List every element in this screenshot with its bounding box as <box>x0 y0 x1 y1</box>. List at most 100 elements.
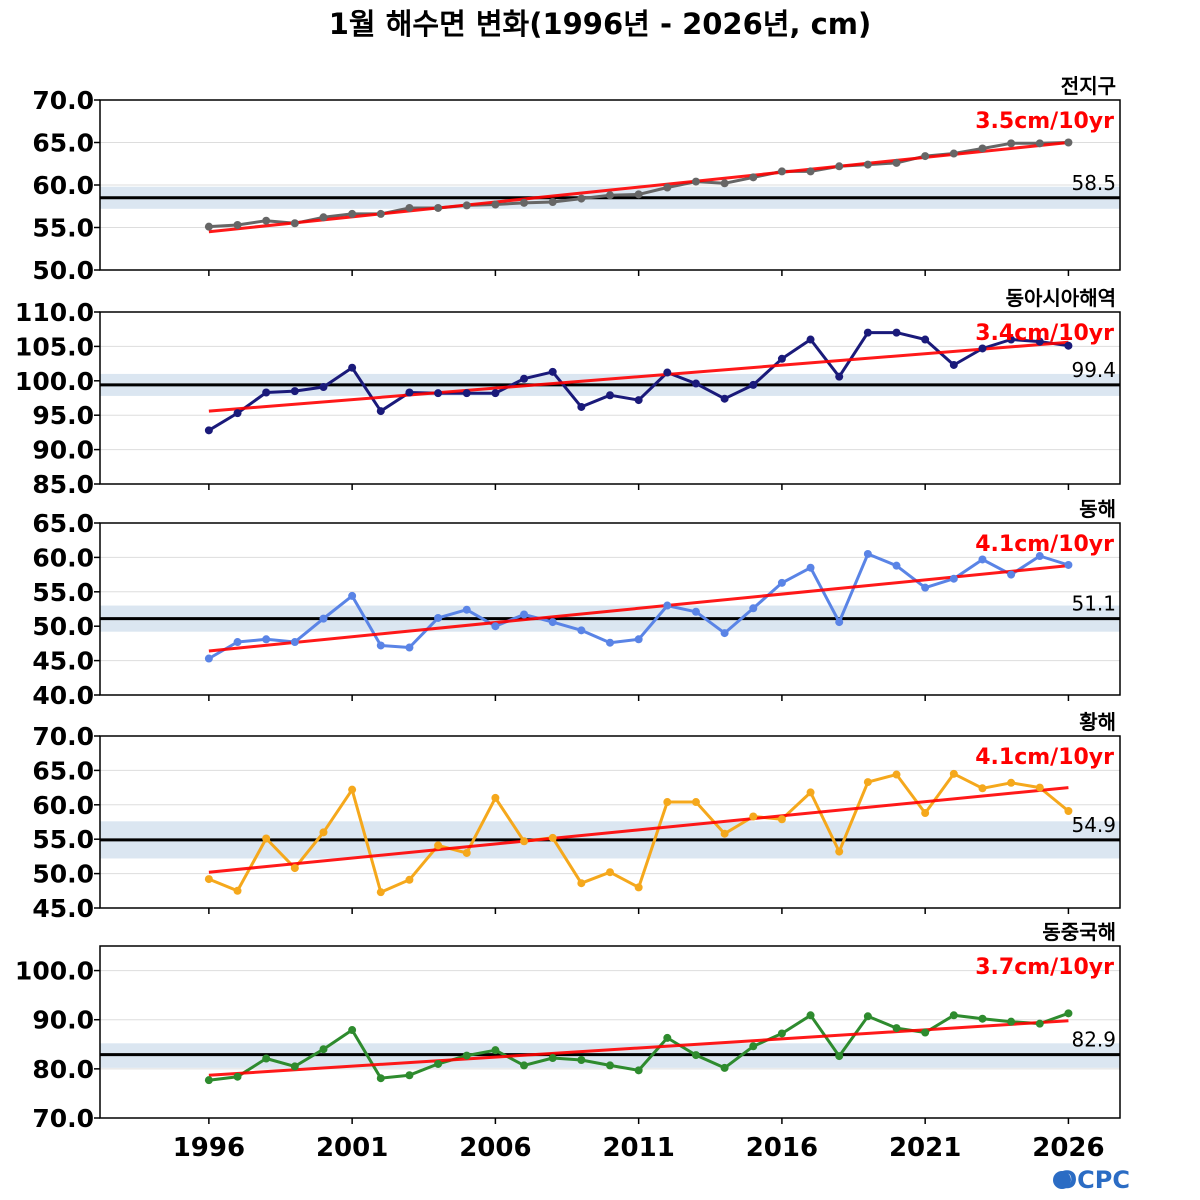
y-tick-label: 55.0 <box>32 825 94 854</box>
data-point <box>548 367 557 376</box>
data-point <box>949 149 958 158</box>
data-point <box>949 360 958 369</box>
data-point <box>204 426 213 435</box>
data-point <box>462 848 471 857</box>
data-point <box>1064 138 1073 147</box>
data-point <box>749 604 758 613</box>
data-point <box>663 601 672 610</box>
panel-name: 동아시아해역 <box>1006 286 1116 310</box>
plot-frame <box>99 311 1121 485</box>
panel-4: 45.0 50.0 55.0 60.0 65.0 70.0 황해 4.1cm/10yr 54.9 <box>32 710 1121 923</box>
data-point <box>1064 1009 1073 1018</box>
data-point <box>720 1063 729 1072</box>
y-tick-label: 90.0 <box>32 436 94 465</box>
y-tick-label: 95.0 <box>32 401 94 430</box>
y-tick-label: 100.0 <box>15 957 94 986</box>
data-point <box>949 769 958 778</box>
data-point <box>663 1033 672 1042</box>
y-tick-label: 70.0 <box>32 1104 94 1133</box>
data-point <box>606 191 614 200</box>
data-point <box>949 1011 958 1020</box>
plot-frame <box>99 735 1121 909</box>
data-point <box>434 841 443 850</box>
data-point <box>835 162 844 171</box>
mean-label: 54.9 <box>1071 813 1116 837</box>
data-point <box>319 382 328 391</box>
data-point <box>691 379 700 388</box>
y-tick-label: 50.0 <box>32 256 94 285</box>
data-point <box>233 409 242 418</box>
data-point <box>434 613 443 622</box>
data-point <box>806 167 815 176</box>
trend-line <box>208 564 1069 653</box>
data-point <box>319 828 328 837</box>
data-point <box>376 1074 385 1083</box>
data-point <box>720 179 729 188</box>
y-tick-label: 90.0 <box>32 1006 94 1035</box>
data-point <box>348 785 357 794</box>
data-point <box>290 864 299 873</box>
panel-name: 전지구 <box>1061 74 1116 98</box>
y-tick-label: 60.0 <box>32 791 94 820</box>
data-point <box>1007 570 1016 579</box>
mean-label: 58.5 <box>1071 171 1116 195</box>
data-point <box>806 788 815 797</box>
data-point <box>462 389 471 398</box>
data-point <box>577 879 586 888</box>
y-tick-label: 70.0 <box>32 722 94 751</box>
data-point <box>634 883 643 892</box>
data-point <box>606 638 614 647</box>
data-point <box>233 1072 242 1081</box>
data-point <box>835 847 844 856</box>
data-point <box>691 1051 700 1060</box>
data-point <box>319 213 328 222</box>
x-tick-label: 2001 <box>316 1133 388 1163</box>
x-tick-label: 2016 <box>746 1133 818 1163</box>
data-point <box>863 328 872 337</box>
mean-label: 51.1 <box>1071 592 1116 616</box>
data-point <box>634 635 643 644</box>
data-point <box>319 1045 328 1054</box>
data-point <box>520 1061 529 1070</box>
data-point <box>462 605 471 614</box>
logo-text: OCPC <box>1057 1166 1130 1194</box>
data-point <box>520 374 529 383</box>
data-point <box>520 837 529 846</box>
data-point <box>777 815 786 824</box>
ocpc-logo: OCPC <box>1053 1166 1130 1194</box>
data-point <box>720 394 729 403</box>
trend-label: 3.4cm/10yr <box>975 321 1114 346</box>
data-point <box>491 622 500 631</box>
data-point <box>348 363 357 372</box>
data-point <box>749 1042 758 1051</box>
y-tick-label: 65.0 <box>32 509 94 538</box>
data-point <box>434 1059 443 1068</box>
data-point <box>290 219 299 228</box>
data-point <box>434 203 443 212</box>
data-point <box>806 563 815 572</box>
data-point <box>606 868 614 877</box>
data-point <box>663 798 672 807</box>
data-point <box>892 158 901 167</box>
data-point <box>1035 1019 1044 1028</box>
trend-line <box>208 340 1069 413</box>
x-tick-label: 2006 <box>459 1133 531 1163</box>
data-point <box>634 1066 643 1075</box>
y-tick-label: 85.0 <box>32 470 94 499</box>
data-point <box>376 888 385 897</box>
x-tick-label: 2026 <box>1032 1133 1104 1163</box>
data-point <box>577 194 586 203</box>
plot-frame <box>99 945 1121 1119</box>
data-point <box>290 387 299 396</box>
data-point <box>319 614 328 623</box>
data-point <box>204 1076 213 1085</box>
trend-label: 3.5cm/10yr <box>975 109 1114 134</box>
y-tick-label: 50.0 <box>32 612 94 641</box>
data-point <box>863 778 872 787</box>
data-point <box>663 183 672 192</box>
x-axis: 1996 2001 2006 2011 2016 2021 2026 <box>173 1133 1105 1163</box>
y-tick-label: 45.0 <box>32 647 94 676</box>
data-point <box>749 380 758 389</box>
data-point <box>348 1026 357 1035</box>
